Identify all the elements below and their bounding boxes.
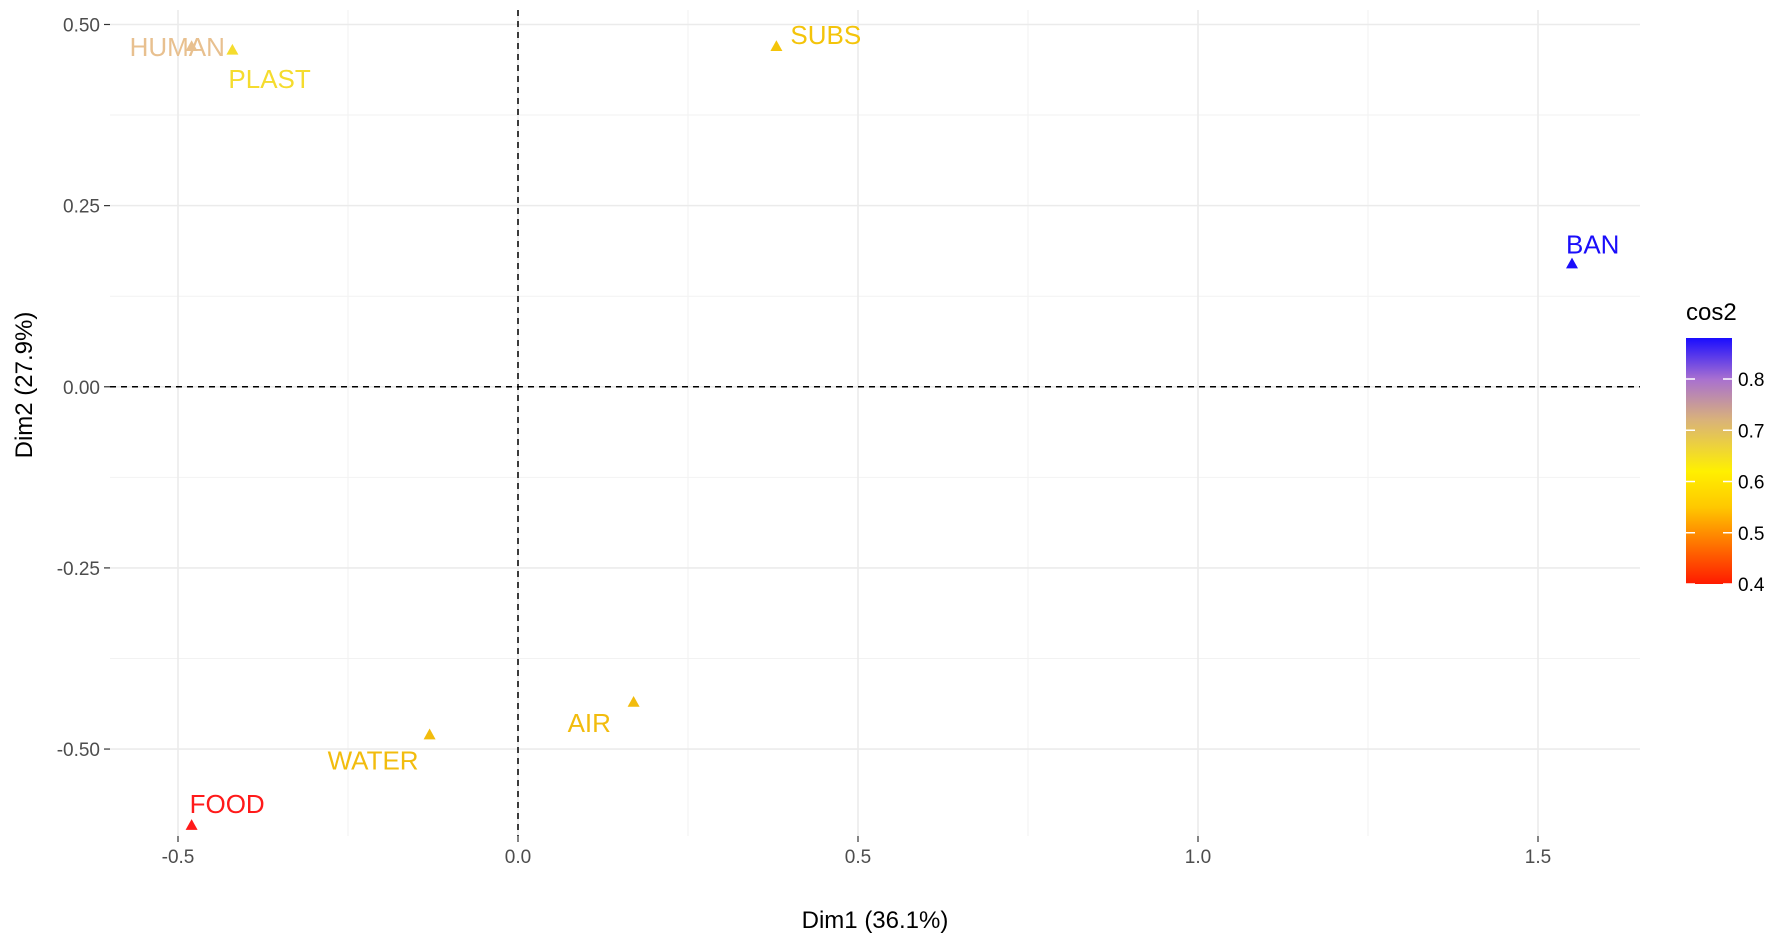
y-axis-title: Dim2 (27.9%) xyxy=(11,312,38,459)
y-tick-label: 0.00 xyxy=(63,378,100,399)
legend-tick-label: 0.6 xyxy=(1738,473,1764,494)
x-axis-ticks: -0.5 0.0 0.5 1.0 1.5 xyxy=(162,836,1551,868)
point-label-air: AIR xyxy=(568,708,611,738)
x-tick-label: -0.5 xyxy=(162,847,195,868)
point-marker-food xyxy=(185,819,198,830)
data-points xyxy=(185,40,1578,830)
x-tick-label: 0.5 xyxy=(845,847,871,868)
legend-tick-label: 0.5 xyxy=(1738,524,1764,545)
minor-gridlines xyxy=(110,10,1640,836)
point-marker-subs xyxy=(770,40,783,52)
point-label-subs: SUBS xyxy=(790,20,861,50)
x-tick-label: 1.5 xyxy=(1525,847,1551,868)
point-marker-plast xyxy=(226,43,239,55)
point-label-food: FOOD xyxy=(190,789,265,819)
y-tick-label: -0.25 xyxy=(57,559,100,580)
y-axis-ticks: -0.50 -0.25 0.00 0.25 0.50 xyxy=(57,15,110,761)
legend-tick-label: 0.4 xyxy=(1738,575,1765,596)
y-tick-label: 0.50 xyxy=(63,15,100,36)
point-marker-water xyxy=(423,728,436,740)
point-marker-ban xyxy=(1566,257,1578,269)
point-label-ban: BAN xyxy=(1566,230,1619,260)
point-marker-human xyxy=(185,40,198,52)
point-marker-air xyxy=(627,695,640,707)
major-gridlines xyxy=(110,10,1640,836)
point-label-water: WATER xyxy=(328,746,419,776)
legend-colorbar xyxy=(1686,338,1732,584)
x-tick-label: 1.0 xyxy=(1185,847,1211,868)
legend-ticks: 0.8 0.7 0.6 0.5 0.4 xyxy=(1686,370,1765,596)
legend-tick-label: 0.7 xyxy=(1738,421,1764,442)
point-label-human: HUMAN xyxy=(130,32,225,62)
legend-title: cos2 xyxy=(1686,299,1737,326)
y-tick-label: -0.50 xyxy=(57,740,100,761)
reference-lines xyxy=(110,10,1640,836)
x-axis-title: Dim1 (36.1%) xyxy=(802,907,949,934)
y-tick-label: 0.25 xyxy=(63,197,100,218)
point-label-plast: PLAST xyxy=(228,64,310,94)
panel-background xyxy=(110,10,1640,836)
legend-tick-label: 0.8 xyxy=(1738,370,1764,391)
color-legend: cos2 0.8 0.7 0.6 0.5 0.4 xyxy=(1686,299,1765,596)
x-tick-label: 0.0 xyxy=(505,847,531,868)
